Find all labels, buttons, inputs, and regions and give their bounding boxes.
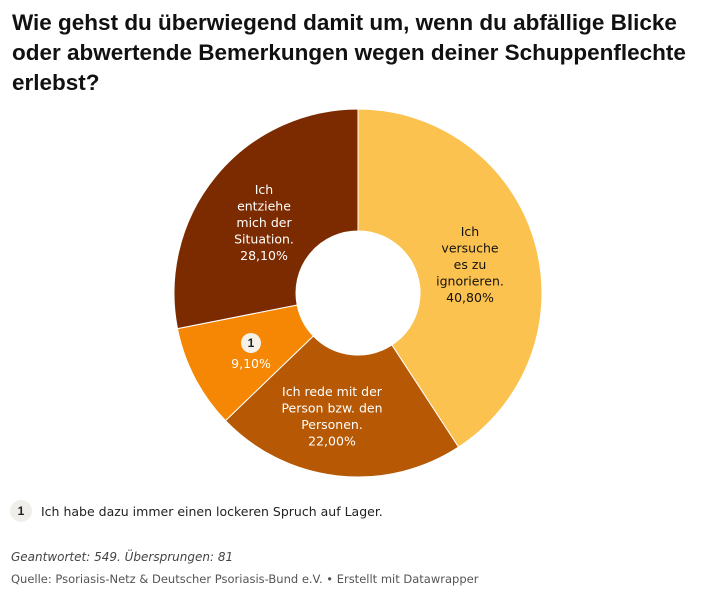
slice-label-4-line-4: Situation.: [234, 232, 294, 247]
footnote-text: Ich habe dazu immer einen lockeren Spruc…: [41, 503, 383, 519]
donut-slice-1: [357, 108, 543, 448]
donut-slice-2: [224, 335, 460, 478]
donut-slice-4: [173, 108, 359, 330]
slice-value-1: 40,80%: [446, 290, 494, 305]
slice-value-3: 9,10%: [231, 356, 271, 371]
chart-title: Wie gehst du überwiegend damit um, wenn …: [12, 10, 686, 95]
slice-note-marker: 1: [248, 336, 255, 350]
slice-label-2-line-3: Personen.: [301, 417, 363, 432]
source-line: Quelle: Psoriasis-Netz & Deutscher Psori…: [11, 572, 479, 586]
slice-label-4-line-2: entziehe: [237, 199, 291, 214]
slice-label-4-line-1: Ich: [255, 182, 273, 197]
slice-label-2-line-2: Person bzw. den: [281, 401, 382, 416]
slice-label-1-line-2: versuche: [441, 241, 498, 256]
slice-label-1-line-3: es zu: [454, 257, 487, 272]
slice-value-4: 28,10%: [240, 248, 288, 263]
footnote-marker: 1: [10, 500, 32, 522]
answered-skipped-note: Geantwortet: 549. Übersprungen: 81: [11, 550, 234, 564]
slice-label-2-line-1: Ich rede mit der: [282, 384, 383, 399]
slice-note-marker-circle: [241, 333, 261, 353]
slice-value-2: 22,00%: [308, 434, 356, 449]
slice-label-1-line-4: ignorieren.: [436, 274, 504, 289]
slice-label-4-line-3: mich der: [236, 215, 292, 230]
slice-label-1-line-1: Ich: [461, 224, 479, 239]
footnote: 1 Ich habe dazu immer einen lockeren Spr…: [10, 499, 383, 523]
